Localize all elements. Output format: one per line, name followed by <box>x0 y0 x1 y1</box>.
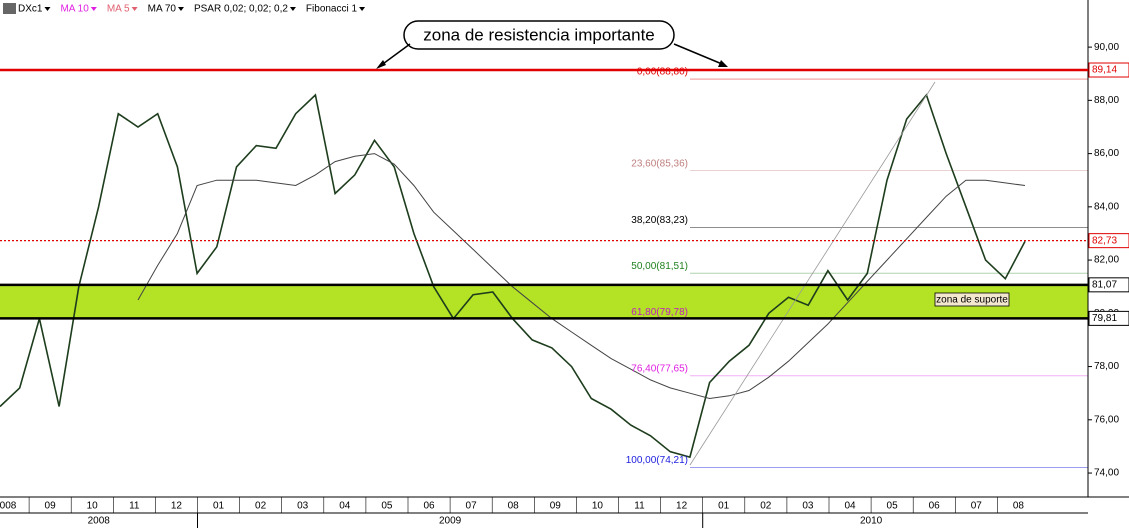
support-note: zona de suporte <box>934 292 1010 307</box>
x-tick-label: 11 <box>634 501 645 512</box>
x-tick-label: 10 <box>87 501 99 512</box>
callout-bubble <box>403 20 675 50</box>
fib-label: 0,00(88,80) <box>637 67 688 78</box>
x-tick-label: 12 <box>171 501 183 512</box>
legend-entry: PSAR 0,02; 0,02; 0,2 <box>194 4 288 15</box>
symbol-icon <box>3 3 16 14</box>
support-box <box>934 292 1010 307</box>
fib-label: 61,80(79,78) <box>631 307 688 318</box>
legend-dropdown <box>359 7 366 11</box>
price-label: 82,73 <box>1092 235 1117 246</box>
y-tick-label: 78,00 <box>1094 361 1119 372</box>
arrow-head <box>376 60 386 69</box>
price-label-box <box>1088 233 1129 249</box>
x-tick-label: 02 <box>255 501 267 512</box>
legend-dropdown <box>90 7 97 11</box>
x-tick-label: 03 <box>297 501 309 512</box>
y-tick-label: 90,00 <box>1094 42 1119 53</box>
price-label-box <box>1088 277 1129 293</box>
x-tick-label: 03 <box>802 501 814 512</box>
x-tick-label: 01 <box>213 501 225 512</box>
year-label: 2008 <box>88 516 111 527</box>
price-line <box>137 153 1026 400</box>
y-tick-label: 82,00 <box>1094 255 1119 266</box>
fib-label: 100,00(74,21) <box>626 455 688 466</box>
x-tick-label: 09 <box>550 501 562 512</box>
x-tick-label: 06 <box>423 501 435 512</box>
year-label: 2009 <box>439 516 462 527</box>
price-label-box <box>1088 310 1129 326</box>
legend-dropdown <box>289 7 296 11</box>
fib-label: 50,00(81,51) <box>631 261 688 272</box>
x-tick-label: 06 <box>929 501 941 512</box>
legend-dropdown <box>44 7 51 11</box>
x-tick-label: 11 <box>129 501 140 512</box>
price-label: 81,07 <box>1092 279 1117 290</box>
resistance-callout: zona de resistencia importante <box>376 20 728 69</box>
x-tick-label: 04 <box>844 501 856 512</box>
callout-arrow <box>673 43 723 65</box>
legend-entry: DXc1 <box>18 4 43 15</box>
x-tick-label: 07 <box>466 501 478 512</box>
support-band <box>0 284 1088 319</box>
price-label-box <box>1088 62 1129 78</box>
x-tick-label: 05 <box>381 501 393 512</box>
x-tick-label: 08 <box>1013 501 1025 512</box>
legend-entry: MA 5 <box>107 4 130 15</box>
x-tick-label: 10 <box>592 501 604 512</box>
x-tick-label: 05 <box>887 501 899 512</box>
fib-label: 76,40(77,65) <box>631 364 688 375</box>
y-tick-label: 76,00 <box>1094 414 1119 425</box>
legend-dropdown <box>177 7 184 11</box>
x-tick-label: 04 <box>339 501 351 512</box>
legend-entry: MA 70 <box>148 4 177 15</box>
resistance-text: zona de resistencia importante <box>423 25 655 44</box>
y-tick-label: 84,00 <box>1094 201 1119 212</box>
fib-trend-line <box>689 81 936 466</box>
x-tick-label: 12 <box>676 501 688 512</box>
toolbar: DXc1 MA 10 MA 5 MA 70 PSAR 0,02; 0,02; 0,2 Fi… <box>0 0 366 16</box>
fib-label: 38,20(83,23) <box>631 215 688 226</box>
arrow-head <box>718 60 728 67</box>
x-tick-label: 09 <box>45 501 57 512</box>
x-tick-label: 02 <box>760 501 772 512</box>
price-label: 89,14 <box>1092 65 1117 76</box>
x-tick-label: 08 <box>508 501 520 512</box>
x-tick-label: 008 <box>0 501 17 512</box>
x-tick-label: 07 <box>971 501 983 512</box>
y-tick-label: 74,00 <box>1094 468 1119 479</box>
support-text: zona de suporte <box>936 295 1008 306</box>
y-tick-label: 88,00 <box>1094 95 1119 106</box>
legend-dropdown <box>131 7 138 11</box>
year-label: 2010 <box>860 516 883 527</box>
y-tick-label: 86,00 <box>1094 148 1119 159</box>
fib-label: 23,60(85,36) <box>631 158 688 169</box>
legend-entry: MA 10 <box>60 4 89 15</box>
price-label: 79,81 <box>1092 313 1117 324</box>
x-tick-label: 01 <box>718 501 730 512</box>
legend-entry: Fibonacci 1 <box>306 4 358 15</box>
callout-arrow <box>379 43 411 67</box>
